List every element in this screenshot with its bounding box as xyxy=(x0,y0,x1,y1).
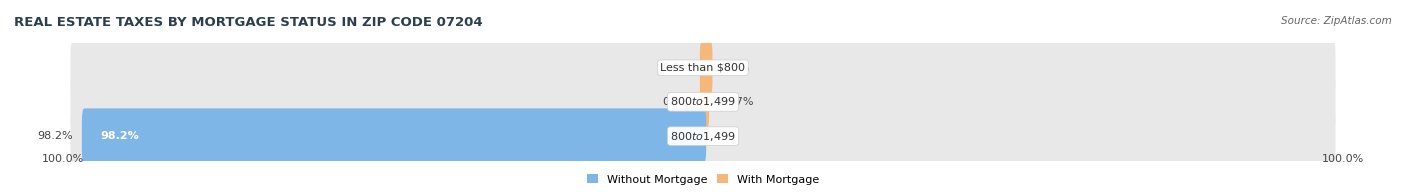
Legend: Without Mortgage, With Mortgage: Without Mortgage, With Mortgage xyxy=(588,174,818,185)
Text: 98.2%: 98.2% xyxy=(101,131,139,141)
FancyBboxPatch shape xyxy=(70,40,1336,95)
Text: Less than $800: Less than $800 xyxy=(661,63,745,73)
FancyBboxPatch shape xyxy=(82,108,706,164)
Text: 0.0%: 0.0% xyxy=(662,97,690,107)
FancyBboxPatch shape xyxy=(70,108,1336,164)
FancyBboxPatch shape xyxy=(700,40,713,95)
Text: Source: ZipAtlas.com: Source: ZipAtlas.com xyxy=(1281,16,1392,26)
Text: 100.0%: 100.0% xyxy=(1322,154,1364,164)
Text: $800 to $1,499: $800 to $1,499 xyxy=(671,130,735,143)
FancyBboxPatch shape xyxy=(70,74,1336,130)
Text: $800 to $1,499: $800 to $1,499 xyxy=(671,95,735,108)
Text: 100.0%: 100.0% xyxy=(42,154,84,164)
Text: 98.2%: 98.2% xyxy=(37,131,72,141)
Text: REAL ESTATE TAXES BY MORTGAGE STATUS IN ZIP CODE 07204: REAL ESTATE TAXES BY MORTGAGE STATUS IN … xyxy=(14,16,482,29)
Text: 0.0%: 0.0% xyxy=(662,63,690,73)
Text: 1.0%: 1.0% xyxy=(721,63,751,73)
FancyBboxPatch shape xyxy=(700,74,709,130)
Text: 0.47%: 0.47% xyxy=(718,97,754,107)
